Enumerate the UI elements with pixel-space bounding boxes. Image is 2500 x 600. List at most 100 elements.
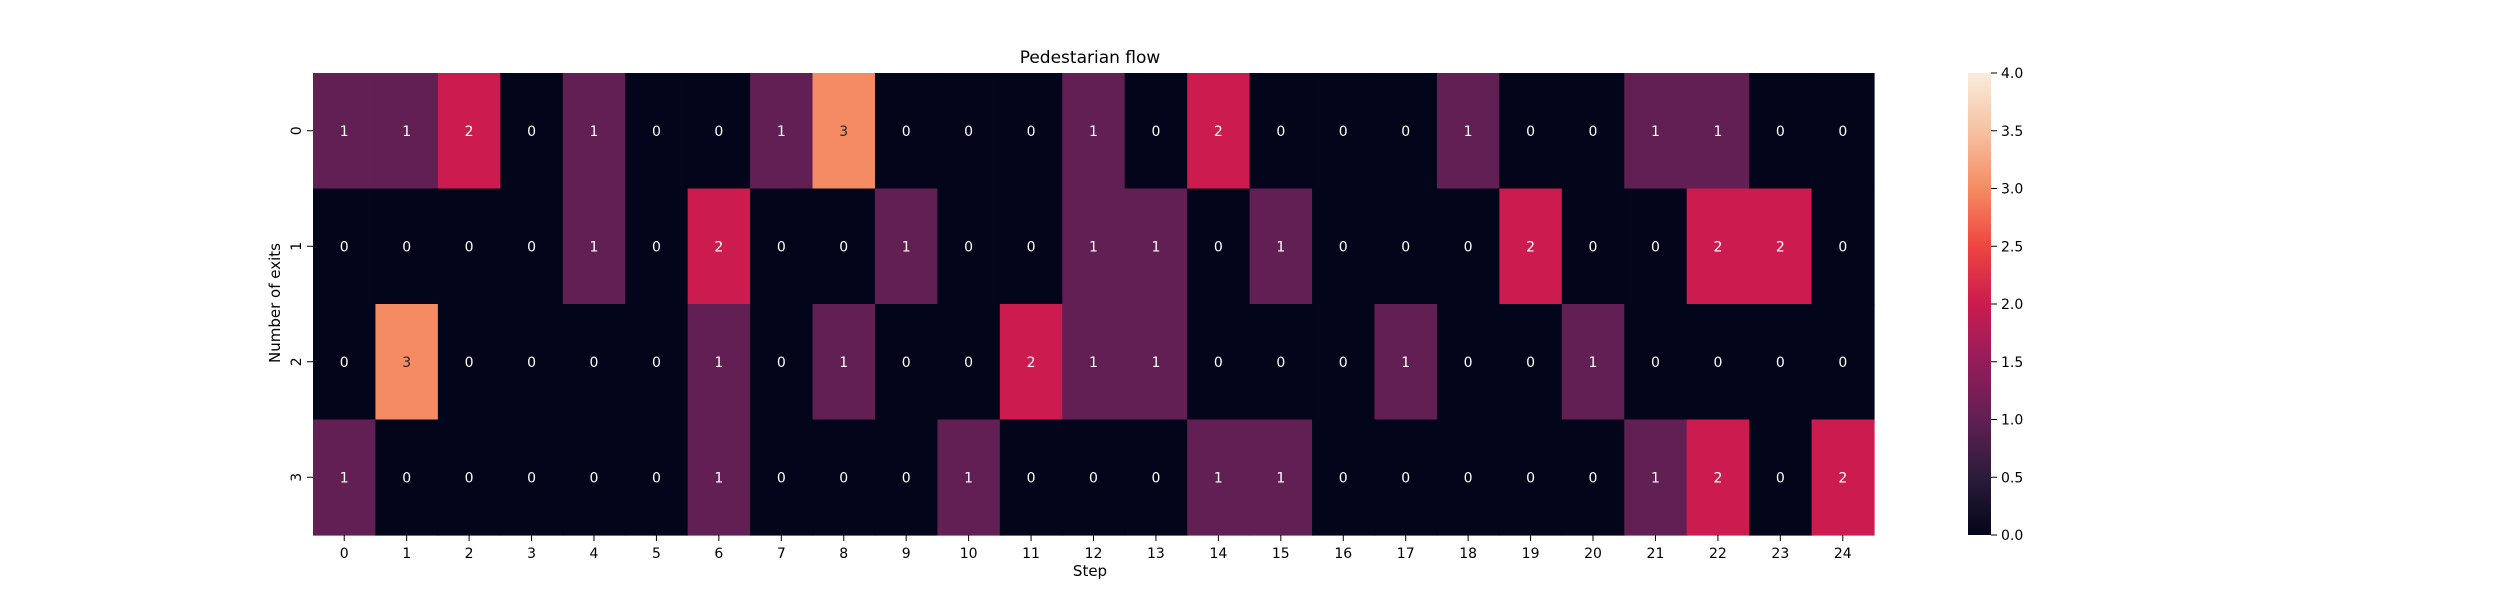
heatmap-cell — [999, 73, 1063, 190]
heatmap-cell — [500, 73, 564, 190]
colorbar-tick-label: 3.0 — [2001, 182, 2023, 198]
cell-value-label: 0 — [1276, 355, 1285, 371]
cell-value-label: 1 — [1276, 470, 1285, 486]
heatmap-cell — [1749, 188, 1813, 305]
x-tick-label: 12 — [1085, 546, 1103, 562]
heatmap-cell — [500, 188, 564, 305]
cell-value-label: 0 — [527, 239, 536, 255]
heatmap-cell — [1187, 73, 1251, 190]
heatmap-cell — [812, 304, 876, 421]
cell-value-label: 0 — [1089, 470, 1098, 486]
cell-value-label: 0 — [964, 124, 973, 140]
heatmap-cell — [1561, 304, 1625, 421]
heatmap-cell — [1187, 304, 1251, 421]
cell-value-label: 2 — [1027, 355, 1036, 371]
cell-value-label: 1 — [1276, 239, 1285, 255]
y-tick-label: 1 — [289, 242, 305, 251]
x-tick-label: 16 — [1334, 546, 1352, 562]
x-tick-label: 14 — [1209, 546, 1227, 562]
heatmap-cell — [1561, 419, 1625, 536]
heatmap-cell — [1187, 188, 1251, 305]
heatmap-cell — [750, 419, 814, 536]
x-tick-label: 5 — [652, 546, 661, 562]
cell-value-label: 0 — [902, 355, 911, 371]
heatmap-cell — [437, 419, 501, 536]
heatmap-cell — [750, 73, 814, 190]
cell-value-label: 1 — [340, 124, 349, 140]
x-tick-label: 4 — [590, 546, 599, 562]
cell-value-label: 1 — [340, 470, 349, 486]
cell-value-label: 2 — [1214, 124, 1223, 140]
cell-value-label: 0 — [1651, 239, 1660, 255]
cell-value-label: 0 — [1027, 124, 1036, 140]
cell-value-label: 1 — [1401, 355, 1410, 371]
heatmap-cell — [562, 304, 626, 421]
y-axis: 0 1 2 3 — [289, 126, 313, 482]
heatmap-cell — [1749, 419, 1813, 536]
heatmap-cell — [1124, 188, 1188, 305]
x-tick-label: 8 — [839, 546, 848, 562]
x-tick-label: 10 — [960, 546, 978, 562]
cell-value-label: 1 — [1089, 239, 1098, 255]
heatmap-cell — [874, 304, 938, 421]
heatmap-cell — [375, 304, 439, 421]
heatmap-cell — [375, 419, 439, 536]
heatmap-cell — [1749, 73, 1813, 190]
heatmap-cell — [937, 304, 1001, 421]
heatmap-cell — [1686, 419, 1750, 536]
heatmap-cell — [1686, 188, 1750, 305]
heatmap-cell — [1499, 73, 1563, 190]
colorbar-tick-label: 2.5 — [2001, 239, 2023, 255]
cell-value-label: 0 — [652, 239, 661, 255]
x-tick-label: 0 — [340, 546, 349, 562]
cell-value-label: 0 — [1651, 355, 1660, 371]
x-axis: 0 1 2 3 4 5 6 7 8 9 10 11 12 13 14 15 16 17 18 19 20 21 22 23 24 — [340, 535, 1852, 562]
cell-value-label: 0 — [964, 239, 973, 255]
heatmap-cell — [1686, 73, 1750, 190]
cell-value-label: 0 — [590, 355, 599, 371]
cell-value-label: 1 — [1089, 355, 1098, 371]
cell-value-label: 0 — [1464, 239, 1473, 255]
cell-value-label: 0 — [652, 355, 661, 371]
heatmap-cell — [313, 73, 377, 190]
heatmap-cell — [812, 419, 876, 536]
cell-value-label: 0 — [1776, 470, 1785, 486]
heatmap-cell — [1124, 419, 1188, 536]
x-tick-label: 7 — [777, 546, 786, 562]
cell-value-label: 0 — [1151, 470, 1160, 486]
heatmap-cell — [1249, 419, 1313, 536]
cell-value-label: 2 — [714, 239, 723, 255]
heatmap-cell — [812, 188, 876, 305]
heatmap-cell — [1062, 188, 1126, 305]
cell-value-label: 0 — [1464, 355, 1473, 371]
cell-value-label: 3 — [839, 124, 848, 140]
x-tick-label: 24 — [1834, 546, 1852, 562]
heatmap-cell — [1811, 419, 1875, 536]
cell-value-label: 2 — [1713, 470, 1722, 486]
heatmap-cell — [687, 419, 751, 536]
heatmap-cell — [437, 304, 501, 421]
heatmap-cell — [562, 73, 626, 190]
heatmap-cell — [1436, 419, 1500, 536]
heatmap-cell — [313, 419, 377, 536]
cell-value-label: 1 — [590, 239, 599, 255]
heatmap-cell — [1062, 419, 1126, 536]
cell-value-label: 1 — [714, 470, 723, 486]
heatmap-cell — [437, 73, 501, 190]
heatmap-cell — [1811, 304, 1875, 421]
heatmap-cell — [313, 304, 377, 421]
heatmap-cell — [1561, 73, 1625, 190]
heatmap-cell — [999, 188, 1063, 305]
heatmap-cell — [625, 419, 689, 536]
heatmap-cell — [500, 419, 564, 536]
cell-value-label: 0 — [1776, 124, 1785, 140]
heatmap-cell — [750, 188, 814, 305]
cell-value-label: 1 — [1651, 124, 1660, 140]
cell-value-label: 0 — [1401, 124, 1410, 140]
cell-value-label: 1 — [1151, 239, 1160, 255]
heatmap-cell — [1374, 73, 1438, 190]
heatmap-cell — [1624, 419, 1688, 536]
cell-value-label: 0 — [340, 239, 349, 255]
colorbar-axis: 0.0 0.5 1.0 1.5 2.0 2.5 3.0 3.5 4.0 — [1991, 66, 2023, 544]
y-tick-label: 2 — [289, 357, 305, 366]
